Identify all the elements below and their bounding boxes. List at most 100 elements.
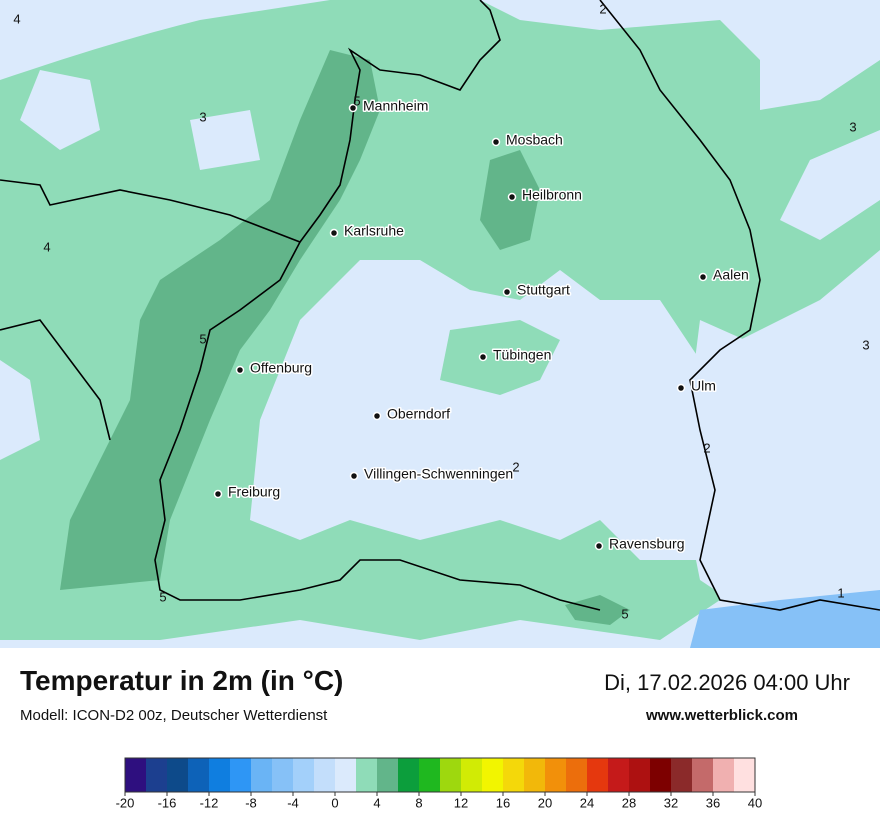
colorbar-segment <box>545 758 566 792</box>
area-2-4 <box>440 320 560 395</box>
contour-label: 2 <box>703 440 710 455</box>
title: Temperatur in 2m (in °C) <box>20 665 343 696</box>
contour-label: 5 <box>353 93 360 108</box>
info-panel: Temperatur in 2m (in °C) Modell: ICON-D2… <box>20 665 850 810</box>
border-line <box>0 319 111 441</box>
area-0-2 <box>20 70 880 620</box>
website: www.wetterblick.com <box>645 707 798 724</box>
city-label: Mannheim <box>363 98 428 114</box>
colorbar-tick-label: 12 <box>454 795 468 810</box>
contour-label: 2 <box>512 459 519 474</box>
colorbar-segment <box>146 758 167 792</box>
colorbar-segment <box>335 758 356 792</box>
city-label: Aalen <box>713 267 749 283</box>
colorbar-segment <box>482 758 503 792</box>
colorbar-segment <box>713 758 734 792</box>
colorbar-tick-label: 28 <box>622 795 636 810</box>
colorbar-tick-label: 24 <box>580 795 594 810</box>
city-label: Villingen-Schwenningen <box>364 466 513 482</box>
colorbar-segment <box>587 758 608 792</box>
border-line <box>0 0 501 243</box>
city-dot <box>372 411 382 421</box>
colorbar-frame <box>124 757 756 793</box>
map: Mannheim Mosbach Heilbronn Karlsruhe Stuttga… <box>0 0 880 648</box>
colorbar-segment <box>608 758 629 792</box>
colorbar-segment <box>188 758 209 792</box>
city-dot <box>348 103 358 113</box>
city-dot <box>235 365 245 375</box>
city-dot <box>676 383 686 393</box>
city-label: Oberndorf <box>387 406 450 422</box>
colorbar-segment <box>293 758 314 792</box>
contour-label: 3 <box>199 109 206 124</box>
colorbar-tick-label: 32 <box>664 795 678 810</box>
colorbar-segment <box>461 758 482 792</box>
city-dot <box>213 489 223 499</box>
city-dot <box>491 137 501 147</box>
colorbar-tick-label: 16 <box>496 795 510 810</box>
colorbar-tick-label: 0 <box>331 795 338 810</box>
contour-label: 5 <box>621 606 628 621</box>
colorbar: -20 -16 -12 -8 -4 0 4 8 12 16 20 24 28 32 36 40 <box>116 757 762 810</box>
colorbar-segment <box>167 758 188 792</box>
temperature-areas <box>0 0 880 648</box>
cities: Mannheim Mosbach Heilbronn Karlsruhe Stuttga… <box>213 96 750 553</box>
city-label: Karlsruhe <box>344 223 404 239</box>
contour-label: 2 <box>599 1 606 16</box>
contour-label: 4 <box>13 11 20 26</box>
city-dot <box>349 471 359 481</box>
colorbar-segment <box>398 758 419 792</box>
colorbar-segment <box>671 758 692 792</box>
contour-label: 3 <box>862 337 869 352</box>
colorbar-segment <box>314 758 335 792</box>
colorbar-segment <box>440 758 461 792</box>
city-label: Mosbach <box>506 132 563 148</box>
colorbar-segment <box>629 758 650 792</box>
city-dot <box>698 272 708 282</box>
city-label: Stuttgart <box>517 282 570 298</box>
area-below-0 <box>690 590 880 648</box>
colorbar-segment <box>692 758 713 792</box>
colorbar-segment <box>566 758 587 792</box>
contour-label: 5 <box>199 331 206 346</box>
city-dot <box>594 541 604 551</box>
colorbar-tick-label: -16 <box>158 795 177 810</box>
colorbar-segment <box>377 758 398 792</box>
borders <box>0 0 880 611</box>
border-line <box>599 0 880 611</box>
colorbar-segment <box>503 758 524 792</box>
contour-label: 3 <box>849 119 856 134</box>
contour-label: 5 <box>159 589 166 604</box>
colorbar-tick-label: 40 <box>748 795 762 810</box>
city-dot <box>502 287 512 297</box>
colorbar-segment <box>251 758 272 792</box>
datetime: Di, 17.02.2026 04:00 Uhr <box>604 670 850 695</box>
contour-label: 4 <box>43 239 50 254</box>
colorbar-segment <box>734 758 755 792</box>
city-label: Tübingen <box>493 347 551 363</box>
city-dot <box>478 352 488 362</box>
colorbar-segment <box>125 758 146 792</box>
colorbar-segment <box>524 758 545 792</box>
colorbar-tick-label: -4 <box>287 795 299 810</box>
border-line <box>154 241 601 611</box>
contour-label: 1 <box>837 585 844 600</box>
colorbar-tick-label: -20 <box>116 795 135 810</box>
colorbar-tick-label: 20 <box>538 795 552 810</box>
city-label: Ravensburg <box>609 536 685 552</box>
colorbar-tick-label: 36 <box>706 795 720 810</box>
city-label: Offenburg <box>250 360 312 376</box>
contour-labels: 4 2 3 5 3 4 5 3 2 2 1 5 5 <box>13 1 869 621</box>
city-label: Ulm <box>691 378 716 394</box>
area-4-6 <box>60 50 380 590</box>
city-label: Freiburg <box>228 484 280 500</box>
colorbar-segment <box>272 758 293 792</box>
colorbar-segment <box>356 758 377 792</box>
city-label: Heilbronn <box>522 187 582 203</box>
colorbar-tick-label: -12 <box>200 795 219 810</box>
colorbar-segment <box>419 758 440 792</box>
colorbar-segment <box>650 758 671 792</box>
colorbar-segment <box>209 758 230 792</box>
city-dot <box>507 192 517 202</box>
